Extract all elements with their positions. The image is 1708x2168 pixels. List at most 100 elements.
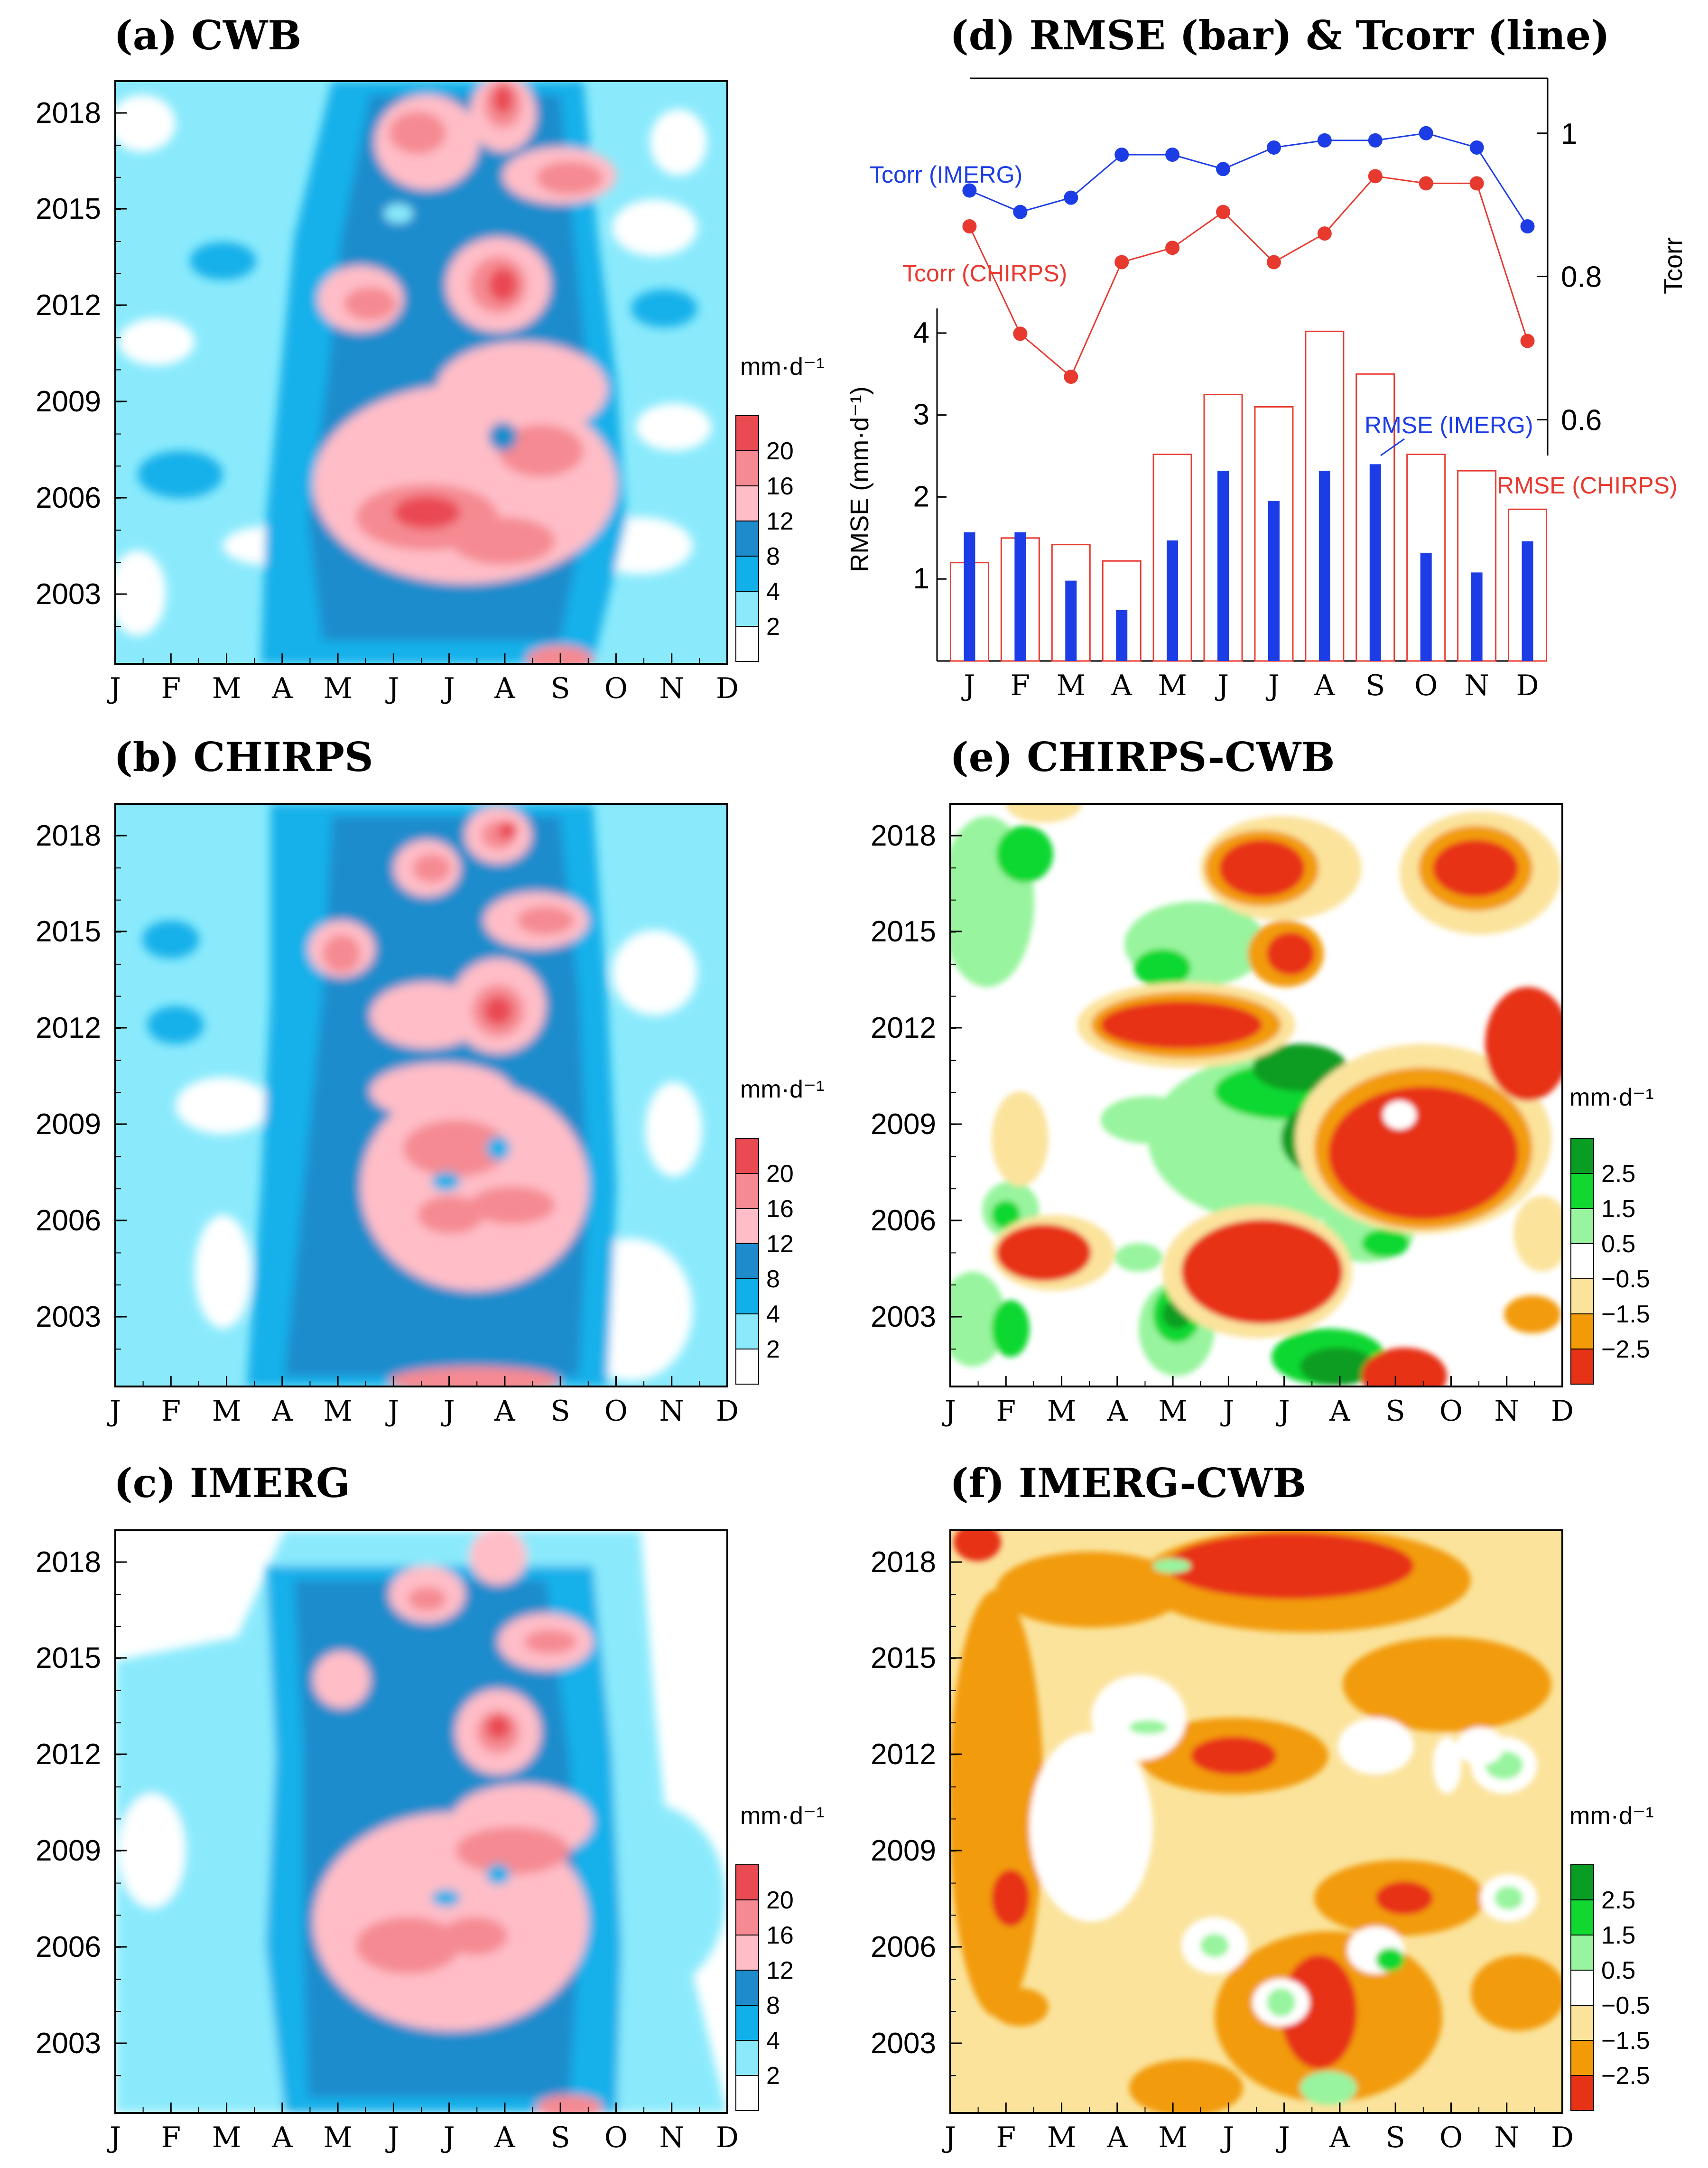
colorbar-label: 0.5 — [1601, 1230, 1635, 1258]
rmse-imerg-bar — [1420, 552, 1432, 661]
year-tick-label: 2009 — [36, 385, 101, 418]
year-tick-label: 2009 — [871, 1108, 936, 1141]
tcorr-chirps-point — [1317, 226, 1332, 241]
panel-a-colorbar: mm·d⁻¹ 20 16 12 8 4 2 — [735, 353, 825, 662]
annotation-tcorr-imerg: Tcorr (IMERG) — [870, 161, 1022, 188]
rmse-imerg-bar — [1217, 471, 1229, 661]
colorbar-label: −1.5 — [1601, 2027, 1650, 2055]
colorbar-swatch — [1570, 1278, 1594, 1314]
rmse-imerg-bar — [1116, 610, 1128, 661]
colorbar-swatch — [735, 485, 759, 521]
tcorr-chirps-point — [962, 219, 977, 233]
rmse-tick-label: 4 — [913, 316, 929, 349]
chart-title: (d) RMSE (bar) & Tcorr (line) — [950, 12, 1610, 59]
rmse-imerg-bar — [1268, 501, 1280, 661]
year-tick-label: 2015 — [871, 1642, 936, 1675]
month-tick-label: S — [1386, 1395, 1405, 1428]
month-tick-label: J — [942, 2121, 956, 2154]
tcorr-imerg-point — [1469, 140, 1484, 155]
colorbar-swatch — [735, 2075, 759, 2111]
year-tick-label: 2009 — [36, 1834, 101, 1867]
rmse-imerg-bar — [1065, 580, 1077, 661]
colorbar-label: 20 — [766, 1887, 794, 1914]
tcorr-tick-label: 1 — [1561, 118, 1577, 150]
annotation-rmse-chirps: RMSE (CHIRPS) — [1497, 472, 1678, 499]
month-tick-label: F — [161, 672, 181, 705]
colorbar-swatch — [735, 415, 759, 451]
panel-b-colorbar-unit: mm·d⁻¹ — [740, 1076, 825, 1103]
year-tick-label: 2003 — [871, 1301, 936, 1333]
year-tick-label: 2003 — [36, 1301, 101, 1333]
panel-c-colorbar: mm·d⁻¹ 20 16 12 8 4 2 — [735, 1802, 825, 2111]
colorbar-label: 4 — [766, 2027, 780, 2055]
colorbar-swatch — [735, 1278, 759, 1314]
month-tick-label: M — [1047, 1395, 1076, 1428]
colorbar-label: 1.5 — [1601, 1922, 1635, 1949]
month-tick-label: J — [385, 1395, 399, 1428]
colorbar-swatch — [735, 1935, 759, 1971]
colorbar-label: 2 — [766, 613, 780, 641]
month-tick-label: A — [1106, 2121, 1128, 2154]
tcorr-imerg-point — [1165, 148, 1180, 162]
rmse-imerg-bar — [1471, 572, 1483, 661]
colorbar-swatch — [735, 2040, 759, 2076]
x-tick-label: A — [1111, 669, 1132, 702]
colorbar-swatch — [735, 1349, 759, 1385]
colorbar-swatch — [735, 1864, 759, 1900]
colorbar-label: 16 — [766, 1195, 794, 1223]
panel-a-title: (a) CWB — [114, 12, 301, 59]
month-tick-label: F — [161, 2121, 181, 2154]
panel-f: (f) IMERG-CWB — [871, 1460, 1654, 2154]
month-tick-label: A — [271, 1395, 293, 1428]
year-tick-label: 2018 — [871, 819, 936, 852]
month-tick-label: M — [1158, 1395, 1187, 1428]
panel-f-colorbar-unit: mm·d⁻¹ — [1569, 1802, 1654, 1830]
tcorr-imerg-point — [1317, 133, 1332, 148]
year-tick-label: 2012 — [36, 289, 101, 322]
month-tick-label: N — [1494, 1395, 1519, 1428]
colorbar-label: 8 — [766, 1992, 780, 2019]
rmse-imerg-bar — [1318, 471, 1330, 661]
year-tick-label: 2006 — [36, 1931, 101, 1963]
colorbar-swatch — [1570, 1243, 1594, 1279]
x-tick-label: M — [1158, 669, 1187, 702]
panel-e-colorbar: mm·d⁻¹ 2.5 1.5 0.5 −0.5 −1.5 −2.5 — [1569, 1084, 1654, 1385]
x-tick-label: D — [1516, 669, 1539, 702]
month-tick-label: J — [441, 672, 455, 705]
colorbar-label: 20 — [766, 1160, 794, 1188]
x-tick-label: F — [1011, 669, 1030, 702]
month-tick-label: D — [1551, 1395, 1574, 1428]
month-tick-label: O — [604, 672, 628, 705]
colorbar-swatch — [1570, 2005, 1594, 2041]
rmse-imerg-bar — [1522, 541, 1533, 661]
colorbar-swatch — [1570, 1349, 1594, 1385]
month-tick-label: M — [1047, 2121, 1076, 2154]
rmse-imerg-bar — [1167, 540, 1179, 661]
year-tick-label: 2009 — [871, 1834, 936, 1867]
month-tick-label: J — [441, 2121, 455, 2154]
month-tick-label: O — [1439, 2121, 1463, 2154]
colorbar-label: −2.5 — [1601, 2062, 1650, 2090]
tcorr-imerg-point — [1368, 133, 1383, 148]
colorbar-swatch — [735, 1970, 759, 2006]
colorbar-swatch — [735, 626, 759, 662]
month-tick-label: N — [659, 2121, 684, 2154]
year-tick-label: 2012 — [36, 1738, 101, 1771]
panel-b-field — [115, 804, 727, 1386]
annotation-tcorr-chirps: Tcorr (CHIRPS) — [902, 260, 1067, 287]
tcorr-imerg-line — [969, 132, 1528, 227]
tcorr-chirps-point — [1114, 255, 1129, 270]
colorbar-label: 12 — [766, 508, 794, 535]
tcorr-chirps-point — [1469, 176, 1484, 191]
month-tick-label: J — [385, 2121, 399, 2154]
annotation-rmse-imerg: RMSE (IMERG) — [1365, 412, 1533, 438]
panel-e: (e) CHIRPS-CWB — [871, 734, 1654, 1428]
panel-c: (c) IMERG — [36, 1460, 825, 2154]
colorbar-swatch — [735, 556, 759, 592]
tcorr-imerg-point — [1064, 190, 1078, 205]
month-tick-label: J — [1276, 2121, 1290, 2154]
colorbar-label: −0.5 — [1601, 1265, 1650, 1293]
